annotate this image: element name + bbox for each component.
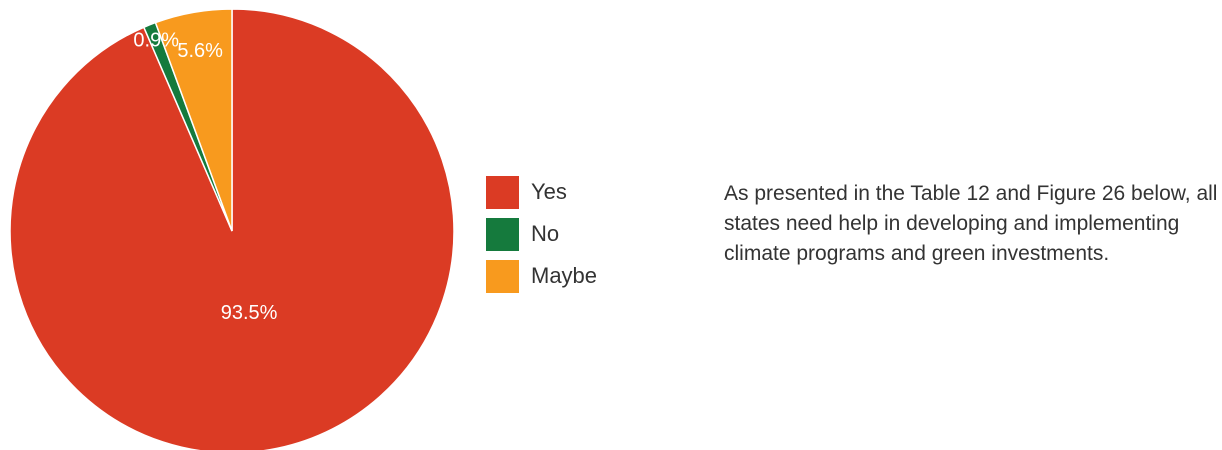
legend-item-maybe: Maybe xyxy=(486,255,597,297)
pie-label-yes: 93.5% xyxy=(221,302,278,324)
legend: Yes No Maybe xyxy=(486,171,597,297)
legend-swatch-yes xyxy=(486,175,519,209)
legend-label-maybe: Maybe xyxy=(531,263,598,288)
legend-swatch-no xyxy=(486,217,519,251)
body-paragraph: As presented in the Table 12 and Figure … xyxy=(724,182,1218,265)
pie-label-maybe: 5.6% xyxy=(177,40,223,62)
pie-slice-maybe xyxy=(154,8,233,232)
legend-item-no: No xyxy=(486,213,597,255)
pie-chart: 93.5% 0.9%5.6% xyxy=(9,8,455,450)
pie-slice-yes xyxy=(9,8,455,450)
legend-item-yes: Yes xyxy=(486,171,597,213)
legend-label-no: No xyxy=(531,221,560,246)
legend-swatch-maybe xyxy=(486,259,519,293)
legend-label-yes: Yes xyxy=(531,179,567,204)
pie-label-no: 0.9% xyxy=(133,30,179,52)
